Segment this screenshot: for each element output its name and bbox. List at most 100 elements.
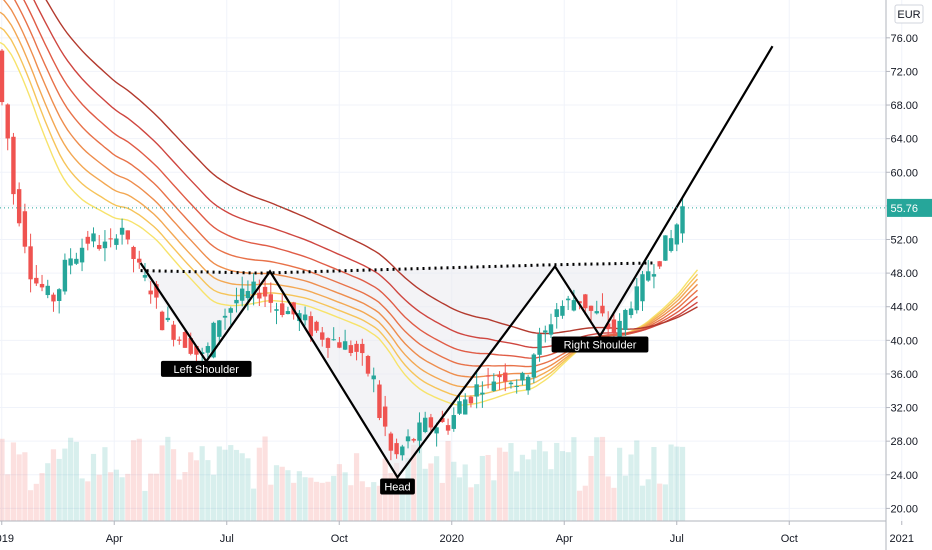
currency-badge[interactable]: [894, 4, 924, 24]
candle: [148, 281, 153, 304]
candle: [634, 277, 639, 314]
x-tick-label: Jul: [670, 533, 684, 545]
volume-bar: [336, 464, 343, 521]
x-tick-label: Apr: [556, 533, 573, 545]
candle: [302, 306, 308, 326]
volume-bar: [657, 483, 663, 521]
volume-bar: [182, 472, 188, 521]
candle: [320, 326, 325, 347]
volume-bar: [331, 475, 337, 521]
candle: [62, 253, 68, 295]
pattern-labels: Left Shoulder Head Right Shoulder: [160, 336, 649, 495]
candle: [239, 276, 245, 307]
candle: [268, 282, 273, 313]
candles: [0, 49, 685, 461]
candle: [217, 319, 222, 345]
volume-bar: [119, 477, 125, 521]
candle: [405, 429, 411, 449]
volume-bar: [33, 483, 39, 521]
volume-bar: [16, 454, 22, 521]
candle: [463, 393, 468, 415]
candle: [457, 394, 462, 415]
volume-bar: [285, 470, 291, 521]
volume-bar: [233, 449, 240, 521]
volume-bar: [216, 446, 222, 521]
candle: [680, 196, 685, 243]
candle: [137, 250, 142, 269]
candle: [142, 262, 148, 282]
volume-bar: [542, 451, 548, 521]
candle: [314, 320, 319, 333]
candle: [400, 444, 405, 461]
volume-bar: [319, 482, 325, 521]
x-tick-label: 2021: [890, 533, 914, 545]
volume-bar: [130, 440, 137, 521]
volume-bar: [222, 449, 228, 521]
candle: [560, 300, 565, 319]
volume-bar: [27, 490, 34, 521]
y-tick-label: 24.00: [890, 470, 918, 482]
volume-bar: [228, 445, 234, 521]
x-tick-label: Oct: [331, 533, 348, 545]
candle: [262, 276, 268, 308]
volume-bar: [10, 442, 17, 521]
volume-bar: [308, 477, 314, 521]
candle: [445, 418, 451, 435]
candle: [331, 327, 336, 341]
y-tick-label: 72.00: [890, 66, 918, 78]
volume-bar: [45, 463, 51, 521]
candle: [651, 264, 657, 289]
volume-bar: [188, 452, 194, 521]
volume-bar: [136, 438, 142, 521]
volume-bar: [251, 488, 257, 521]
candle: [22, 203, 28, 254]
volume-bar: [165, 436, 171, 521]
candle: [337, 337, 342, 349]
candle: [165, 306, 171, 323]
volume-bar: [559, 451, 566, 521]
volume-bar: [85, 481, 91, 521]
volume-bar: [622, 475, 628, 521]
candle: [171, 320, 176, 347]
volume-bar: [90, 453, 97, 521]
volume-bar: [353, 453, 360, 521]
candle: [56, 288, 62, 314]
last-price-tag: [887, 198, 932, 217]
candle: [531, 353, 537, 383]
volume-bar: [388, 472, 394, 521]
candle: [365, 354, 371, 377]
candle: [0, 49, 5, 106]
x-tick-label: 2019: [0, 533, 14, 545]
volume-bar: [108, 472, 114, 521]
volume-bar: [279, 466, 285, 521]
volume-bar: [502, 451, 508, 521]
candle: [623, 308, 628, 337]
candle: [497, 371, 502, 390]
x-tick-label: Apr: [106, 533, 123, 545]
candle: [39, 274, 45, 292]
pattern-label-1: Head: [380, 478, 415, 495]
candle: [348, 340, 354, 357]
volume-bar: [611, 487, 617, 521]
volume-bar: [142, 490, 148, 521]
volume-bar: [428, 463, 434, 521]
candle: [657, 260, 662, 269]
volume-bar: [536, 441, 543, 521]
volume-bar: [73, 441, 79, 521]
volume-bar: [662, 484, 668, 521]
ribbon-line: [45, 0, 698, 335]
volume-bar: [62, 448, 68, 521]
pattern-label-0: Left Shoulder: [160, 360, 252, 377]
candle: [571, 289, 577, 312]
y-tick-label: 60.00: [890, 167, 918, 179]
volume-bar: [468, 487, 474, 521]
volume-bar: [565, 452, 571, 521]
volume-bar: [193, 460, 200, 521]
candle: [16, 182, 22, 227]
y-tick-label: 48.00: [890, 268, 918, 280]
y-tick-label: 52.00: [890, 234, 918, 246]
y-tick-label: 20.00: [890, 503, 918, 515]
volume-bar: [491, 480, 497, 521]
